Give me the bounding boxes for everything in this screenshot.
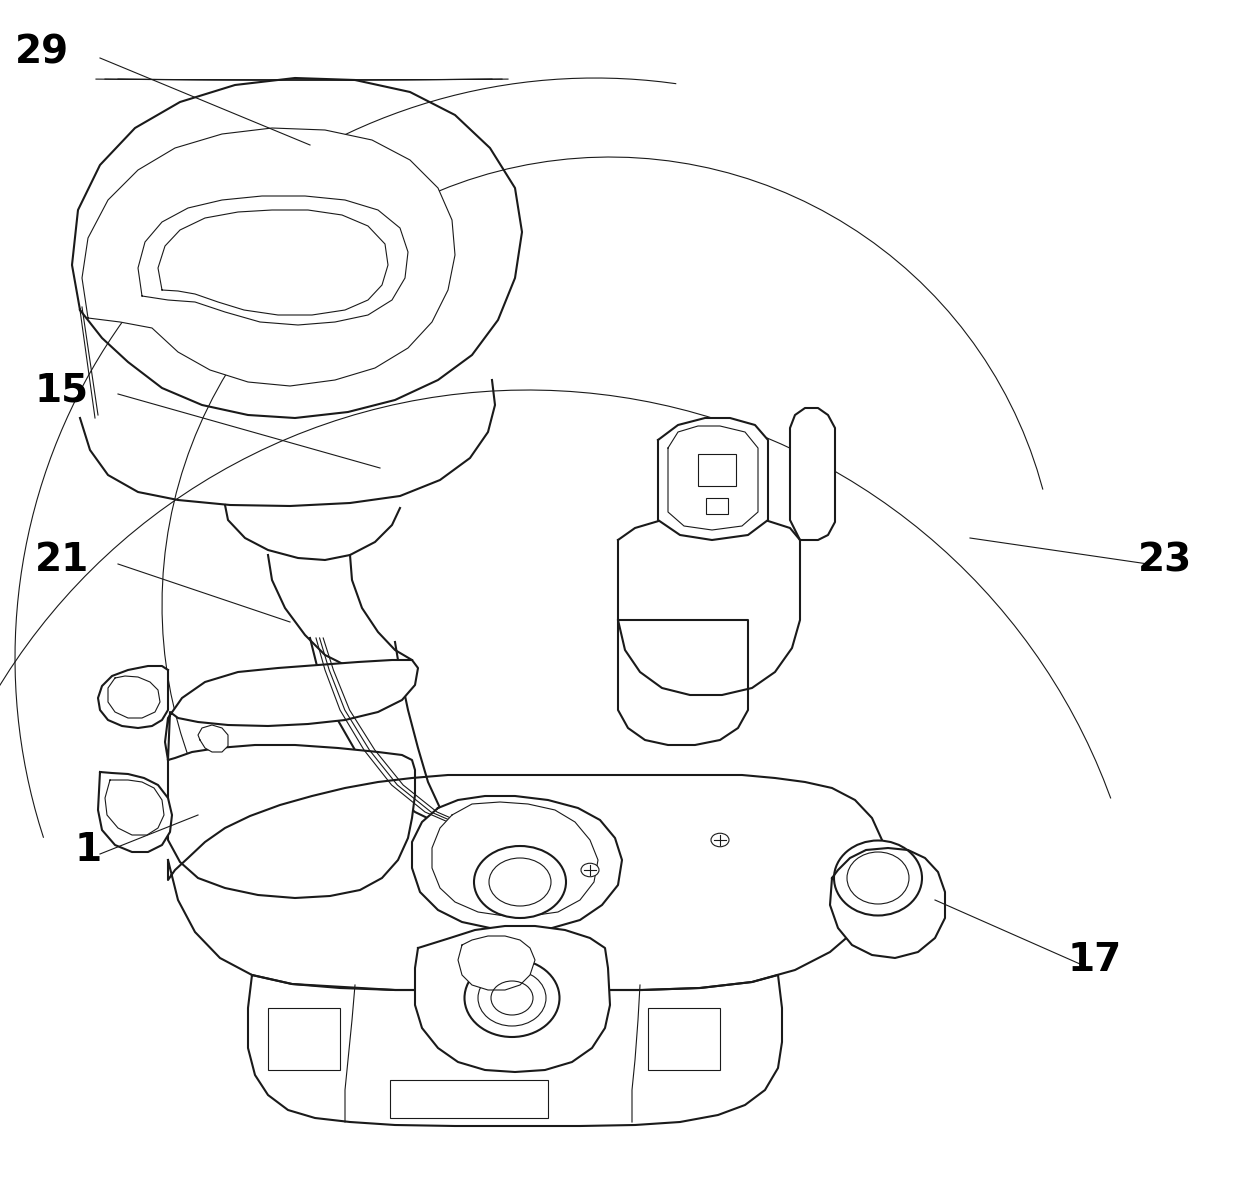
Ellipse shape [477, 969, 546, 1026]
Polygon shape [98, 772, 172, 852]
Ellipse shape [474, 846, 565, 918]
Polygon shape [198, 724, 228, 752]
Polygon shape [82, 128, 455, 386]
Polygon shape [668, 426, 758, 530]
Polygon shape [108, 676, 160, 719]
Polygon shape [618, 516, 800, 695]
Bar [698, 454, 737, 487]
Polygon shape [105, 780, 164, 835]
Bar [391, 1080, 548, 1118]
Polygon shape [618, 620, 748, 744]
Text: 21: 21 [35, 541, 89, 580]
Polygon shape [790, 408, 835, 540]
Polygon shape [98, 666, 167, 728]
Polygon shape [167, 744, 415, 898]
Ellipse shape [835, 840, 923, 915]
Ellipse shape [489, 858, 551, 906]
Ellipse shape [491, 981, 533, 1015]
Text: 15: 15 [35, 371, 89, 409]
Text: 23: 23 [1138, 541, 1192, 580]
Ellipse shape [582, 863, 599, 876]
Polygon shape [830, 848, 945, 958]
Text: 17: 17 [1068, 941, 1122, 979]
Ellipse shape [847, 852, 909, 904]
Polygon shape [658, 418, 768, 540]
Bar [649, 1008, 720, 1070]
Polygon shape [138, 196, 408, 325]
Ellipse shape [465, 959, 559, 1037]
Polygon shape [248, 975, 782, 1126]
Bar [268, 1008, 340, 1070]
Polygon shape [157, 210, 388, 315]
Polygon shape [458, 937, 534, 990]
Polygon shape [432, 802, 598, 916]
Bar [706, 498, 728, 514]
Polygon shape [165, 660, 418, 760]
Polygon shape [72, 78, 522, 418]
Polygon shape [167, 775, 882, 990]
Ellipse shape [711, 833, 729, 847]
Polygon shape [415, 926, 610, 1072]
Text: 29: 29 [15, 33, 69, 71]
Polygon shape [412, 796, 622, 929]
Text: 1: 1 [74, 830, 102, 869]
